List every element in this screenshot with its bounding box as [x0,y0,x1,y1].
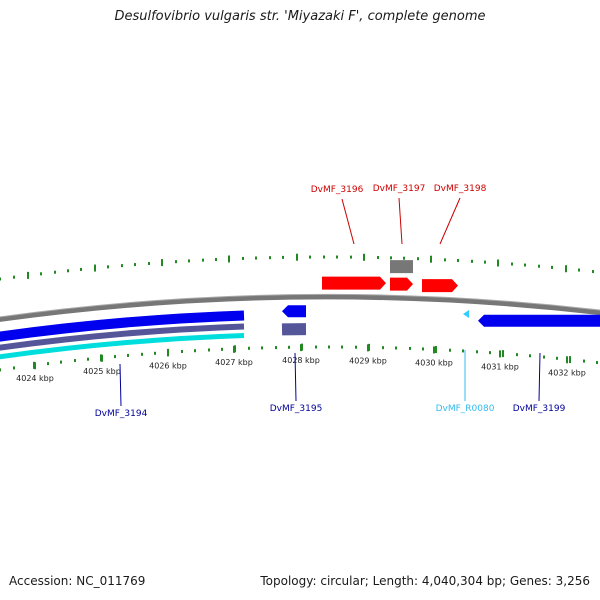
gene-arrow [422,279,458,293]
gene-leader-line [538,352,541,402]
pseudo-feature [390,260,413,274]
scale-tick-label: 4024 kbp [16,374,54,383]
gene-label: DvMF_3195 [270,404,323,414]
genome-title: Desulfovibrio vulgaris str. 'Miyazaki F'… [114,9,486,24]
scale-tick-label: 4032 kbp [548,368,586,377]
gene-label: DvMF_3194 [95,409,148,419]
gene-label: DvMF_3199 [513,404,566,414]
genome-backbone-highlight [0,294,600,318]
scale-tick-label: 4025 kbp [83,367,121,376]
genome-stats-label: Topology: circular; Length: 4,040,304 bp… [260,574,590,588]
gene-leader-line [294,352,297,402]
gene-label: DvMF_3198 [434,184,487,194]
gene-arrow [0,310,245,342]
gene-label: DvMF_3196 [311,185,364,195]
scale-tick-label: 4030 kbp [415,358,453,367]
gene-leader-line [439,197,461,245]
genome-backbone [0,294,600,322]
rna-arrow [0,332,245,360]
scale-tick-label: 4029 kbp [349,356,387,365]
accession-label: Accession: NC_011769 [9,574,146,588]
scale-tick-label: 4027 kbp [215,358,253,367]
gene-leader-line [119,363,122,407]
gene-leader-line [398,197,403,245]
scale-tick-label: 4026 kbp [149,361,187,370]
gene-arrow [322,276,386,290]
gene-label: DvMF_R0080 [436,404,495,414]
gene-label: DvMF_3197 [373,184,426,194]
gene-arrow [390,277,413,291]
gene-arrow [478,314,600,327]
scale-tick-label: 4028 kbp [282,356,320,365]
gene-arrow [0,323,245,351]
scale-tick-label: 4031 kbp [481,362,519,371]
gene-arrow [282,305,306,318]
rna-arrow [463,310,469,319]
gene-leader-line [341,198,355,245]
